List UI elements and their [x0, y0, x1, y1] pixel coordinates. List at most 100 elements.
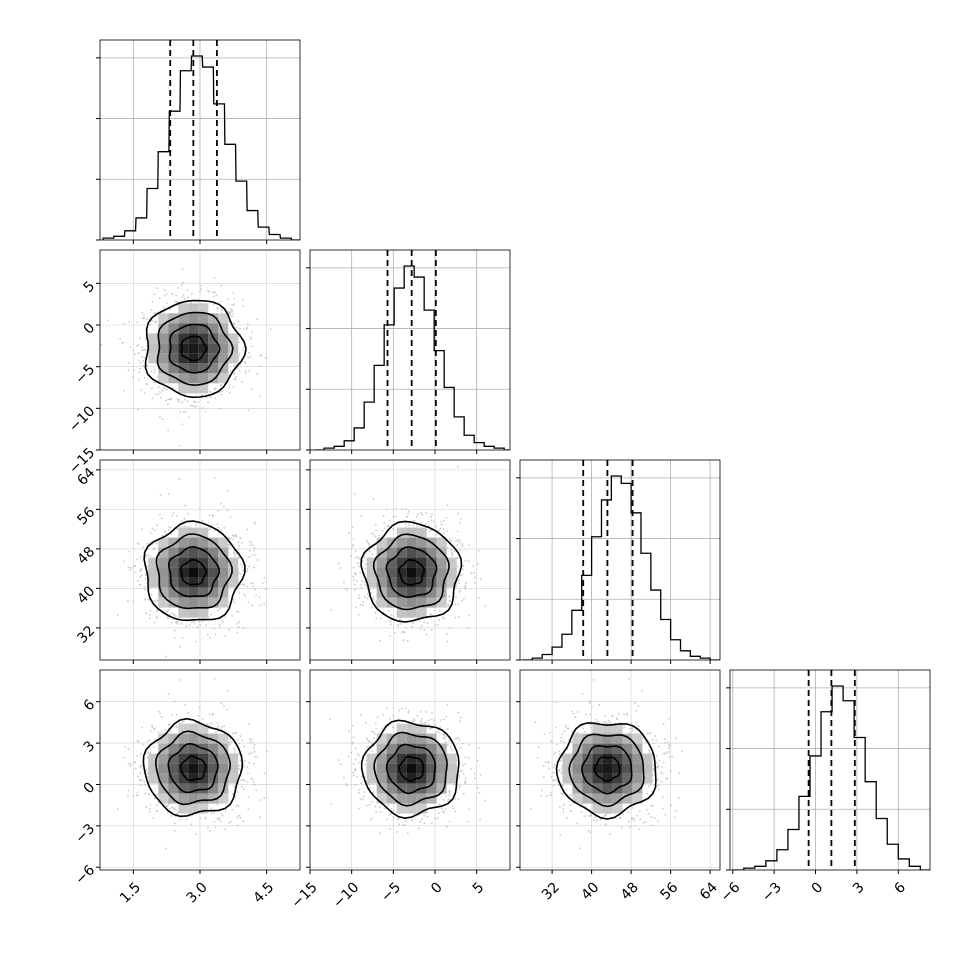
density-cell: [416, 597, 427, 608]
density-cell: [218, 557, 229, 568]
scatter-point: [185, 818, 188, 821]
scatter-point: [660, 771, 662, 774]
scatter-point: [352, 543, 355, 546]
scatter-point: [169, 807, 172, 810]
density-cell: [218, 567, 229, 578]
scatter-point: [581, 727, 584, 730]
scatter-point: [444, 808, 446, 811]
scatter-point: [163, 609, 166, 612]
scatter-point: [570, 741, 573, 743]
scatter-point: [393, 631, 396, 634]
scatter-point: [143, 585, 146, 588]
scatter-point: [221, 814, 224, 817]
scatter-point: [664, 741, 666, 744]
density-cell: [426, 567, 437, 578]
scatter-point: [266, 750, 268, 753]
y-tick-label: 48: [74, 544, 98, 568]
scatter-point: [171, 293, 174, 295]
scatter-point: [411, 720, 414, 723]
density-cell: [602, 773, 613, 784]
scatter-point: [421, 624, 423, 627]
scatter-point: [386, 818, 389, 821]
scatter-point: [635, 709, 638, 712]
scatter-point: [173, 637, 176, 639]
scatter-point: [231, 304, 234, 306]
density-cell: [178, 537, 189, 548]
scatter-point: [264, 357, 267, 360]
density-cell: [188, 587, 199, 598]
scatter-point: [448, 790, 451, 793]
scatter-point: [237, 320, 240, 323]
scatter-point: [446, 728, 449, 731]
scatter-point: [440, 719, 442, 722]
density-cell: [632, 783, 643, 794]
scatter-point: [198, 706, 201, 709]
density-cell: [426, 743, 437, 754]
scatter-point: [181, 401, 184, 403]
density-cell: [416, 537, 427, 548]
density-cell: [592, 763, 603, 774]
scatter-point: [127, 369, 130, 372]
density-cell: [198, 537, 209, 548]
scatter-point: [455, 737, 457, 740]
scatter-point: [210, 807, 213, 810]
density-cell: [158, 597, 169, 608]
density-cell: [148, 753, 159, 764]
scatter-point: [149, 554, 152, 557]
scatter-point: [177, 400, 180, 403]
density-cell: [612, 773, 623, 784]
scatter-point: [218, 817, 221, 820]
scatter-point: [657, 745, 660, 748]
panel-1-1: [306, 249, 511, 454]
scatter-point: [238, 742, 241, 745]
density-cell: [386, 763, 397, 774]
density-cell: [178, 323, 189, 334]
scatter-point: [243, 764, 245, 767]
scatter-point: [178, 722, 181, 724]
scatter-point: [642, 821, 645, 824]
scatter-point: [632, 729, 634, 732]
scatter-point: [464, 762, 467, 765]
scatter-point: [389, 813, 392, 816]
scatter-point: [215, 731, 217, 734]
scatter-point: [199, 291, 201, 293]
scatter-point: [228, 821, 230, 824]
density-cell: [376, 577, 387, 588]
scatter-point: [563, 803, 566, 806]
scatter-point: [154, 797, 157, 800]
scatter-point: [209, 528, 212, 531]
scatter-point: [330, 608, 333, 611]
scatter-point: [392, 810, 395, 813]
scatter-point: [627, 811, 630, 814]
panel-2-1: [306, 459, 511, 664]
scatter-point: [137, 543, 140, 546]
panel-plot-area: [520, 670, 720, 870]
scatter-point: [185, 625, 188, 627]
scatter-point: [228, 392, 231, 394]
scatter-point: [374, 805, 377, 808]
scatter-point: [358, 594, 360, 596]
density-cell: [178, 587, 189, 598]
scatter-point: [253, 549, 255, 552]
scatter-point: [250, 777, 253, 780]
scatter-point: [139, 784, 142, 787]
density-cell: [396, 547, 407, 558]
density-cell: [188, 537, 199, 548]
scatter-point: [116, 808, 119, 810]
x-tick-label: 5: [470, 879, 488, 897]
scatter-point: [451, 554, 454, 557]
scatter-point: [448, 739, 451, 742]
scatter-point: [446, 546, 449, 549]
scatter-point: [183, 298, 186, 301]
scatter-point: [150, 309, 153, 312]
scatter-point: [235, 375, 237, 378]
density-cell: [612, 753, 623, 764]
scatter-point: [454, 616, 457, 619]
scatter-point: [153, 293, 156, 295]
scatter-point: [127, 794, 129, 797]
scatter-point: [603, 721, 605, 724]
density-cell: [168, 547, 179, 558]
scatter-point: [420, 710, 422, 713]
panel-frame: [729, 669, 931, 871]
